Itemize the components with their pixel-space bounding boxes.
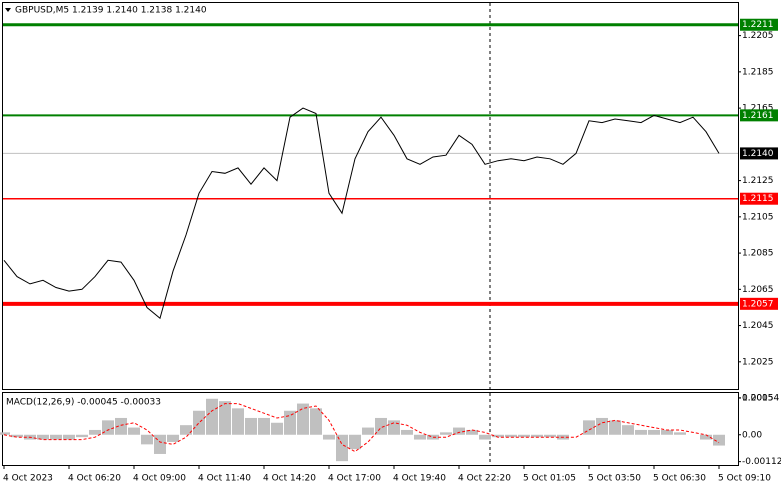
x-tick-label: 4 Oct 2023 (3, 474, 53, 484)
macd-bar (271, 422, 283, 435)
menu-icon (5, 8, 11, 12)
macd-bar (349, 434, 361, 450)
y-tick-label: 1.2005 (742, 394, 774, 404)
macd-bar (401, 429, 413, 435)
macd-bar (284, 410, 296, 435)
macd-bar (362, 427, 374, 435)
macd-frame (2, 392, 739, 466)
macd-bar (102, 420, 114, 435)
macd-bar (167, 434, 179, 442)
macd-bar (50, 434, 62, 440)
macd-bar (492, 434, 504, 438)
y-tick-label: 1.2185 (742, 67, 774, 77)
macd-bar (115, 417, 127, 435)
macd-bar (440, 432, 452, 435)
macd-bar (427, 434, 439, 440)
macd-bar (0, 432, 10, 435)
macd-bar (700, 434, 712, 440)
level-label: 1.2140 (742, 149, 774, 159)
macd-bar (453, 427, 465, 435)
y-tick-label: 1.2065 (742, 285, 774, 295)
macd-bar (128, 427, 140, 435)
y-tick-label: 1.2045 (742, 321, 774, 331)
x-tick-label: 4 Oct 09:00 (133, 474, 186, 484)
level-label-box (740, 147, 778, 160)
x-tick-label: 4 Oct 19:40 (393, 474, 446, 484)
level-label-box (740, 297, 778, 310)
macd-bar (648, 429, 660, 435)
macd-bar (336, 434, 348, 462)
level-label: 1.2211 (742, 20, 774, 30)
macd-bar (609, 420, 621, 435)
y-tick-label: 0.00 (742, 430, 762, 440)
macd-bar (622, 425, 634, 435)
y-tick-label: 1.2205 (742, 31, 774, 41)
macd-bar (258, 417, 270, 435)
x-tick-label: 4 Oct 11:40 (198, 474, 251, 484)
macd-bar (219, 401, 231, 435)
y-tick-label: 0.00154 (742, 393, 779, 403)
level-label-box (740, 18, 778, 31)
x-tick-label: 4 Oct 06:20 (68, 474, 121, 484)
y-tick-label: 1.2125 (742, 176, 774, 186)
macd-title: MACD(12,26,9) -0.00045 -0.00033 (6, 398, 161, 408)
macd-bar (232, 408, 244, 435)
level-label-box (740, 192, 778, 205)
macd-bar (375, 417, 387, 435)
x-tick-label: 5 Oct 06:30 (653, 474, 706, 484)
level-label: 1.2161 (742, 111, 774, 121)
macd-bar (11, 434, 23, 438)
level-label-box (740, 109, 778, 122)
macd-bar (414, 434, 426, 440)
x-tick-label: 5 Oct 01:05 (523, 474, 576, 484)
macd-bar (635, 429, 647, 435)
x-tick-label: 5 Oct 03:50 (588, 474, 641, 484)
macd-bar (297, 403, 309, 435)
macd-bar (89, 429, 101, 435)
macd-bar (388, 420, 400, 435)
price-frame (2, 2, 739, 390)
macd-bar (193, 410, 205, 435)
macd-bar (63, 434, 75, 440)
macd-bar (310, 408, 322, 435)
macd-bar (180, 425, 192, 435)
y-tick-label: -0.00112 (742, 457, 781, 467)
macd-bar (531, 434, 543, 438)
macd-bar (661, 429, 673, 435)
macd-bar (141, 434, 153, 445)
x-tick-label: 4 Oct 14:20 (263, 474, 316, 484)
signal-line (3, 403, 720, 453)
y-tick-label: 1.2165 (742, 104, 774, 114)
x-tick-label: 5 Oct 09:10 (718, 474, 771, 484)
macd-bar (518, 434, 530, 438)
macd-bar (544, 434, 556, 438)
macd-bar (245, 417, 257, 435)
y-tick-label: 1.2025 (742, 357, 774, 367)
macd-bar (596, 417, 608, 435)
macd-bar (479, 434, 491, 440)
macd-bar (37, 434, 49, 440)
macd-bar (505, 434, 517, 438)
level-label: 1.2057 (742, 299, 774, 309)
y-tick-label: 1.2105 (742, 212, 774, 222)
macd-bar (206, 398, 218, 435)
macd-bar (713, 434, 725, 446)
y-tick-label: 1.2085 (742, 249, 774, 259)
macd-bar (76, 434, 88, 438)
price-line (3, 107, 720, 320)
macd-bar (323, 434, 335, 440)
price-title: GBPUSD,M5 1.2139 1.2140 1.2138 1.2140 (15, 6, 207, 16)
macd-bar (674, 432, 686, 435)
x-tick-label: 4 Oct 17:00 (328, 474, 381, 484)
macd-bar (466, 429, 478, 435)
level-label: 1.2115 (742, 194, 774, 204)
x-tick-label: 4 Oct 22:20 (458, 474, 511, 484)
